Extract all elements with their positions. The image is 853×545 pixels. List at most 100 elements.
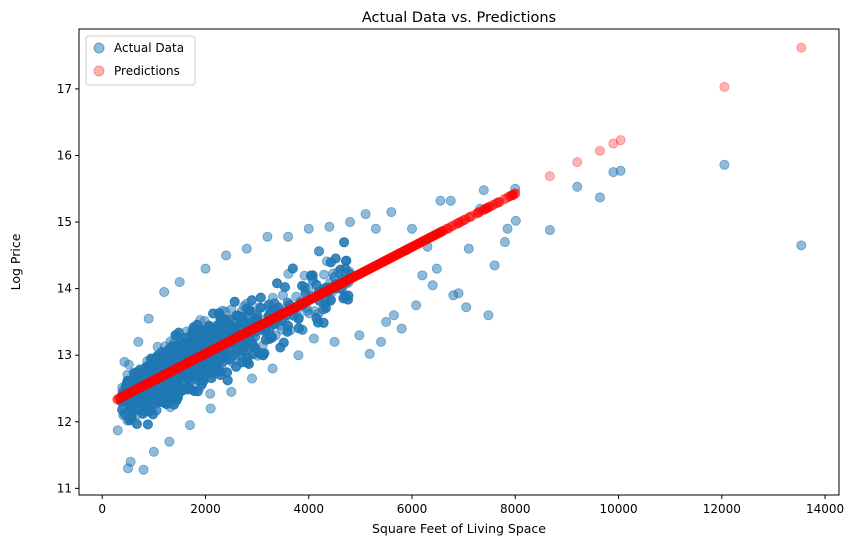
x-tick-label: 14000 <box>806 502 844 516</box>
actual-data-point <box>262 231 273 242</box>
legend-marker-predictions <box>93 65 105 77</box>
actual-data-point <box>431 263 442 274</box>
actual-data-point <box>124 383 135 394</box>
prediction-point <box>615 135 626 146</box>
predictions-series <box>112 42 807 405</box>
actual-data-point <box>320 303 331 314</box>
actual-data-point <box>489 260 500 271</box>
actual-data-point <box>231 343 242 354</box>
actual-data-point <box>173 362 184 373</box>
actual-data-point <box>238 316 249 327</box>
actual-data-point <box>190 339 201 350</box>
prediction-point <box>131 384 142 395</box>
actual-data-point <box>119 356 130 367</box>
actual-data-point <box>210 323 221 334</box>
prediction-point <box>142 378 153 389</box>
actual-data-point <box>335 264 346 275</box>
actual-data-point <box>173 327 184 338</box>
actual-data-point <box>796 240 807 251</box>
actual-data-point <box>212 337 223 348</box>
actual-data-point <box>215 369 226 380</box>
actual-data-point <box>228 322 239 333</box>
legend-marker-actual <box>93 42 105 54</box>
actual-data-point <box>185 420 196 431</box>
actual-data-point <box>205 388 216 399</box>
actual-data-point <box>293 323 304 334</box>
actual-data-point <box>142 419 153 430</box>
actual-data-point <box>287 263 298 274</box>
actual-data-point <box>303 223 314 234</box>
actual-data-point <box>205 403 216 414</box>
prediction-point <box>138 380 149 391</box>
actual-data-point <box>435 195 446 206</box>
prediction-point <box>132 383 143 394</box>
actual-data-point <box>210 357 221 368</box>
actual-data-point <box>319 269 330 280</box>
actual-data-point <box>297 280 308 291</box>
prediction-point <box>143 378 154 389</box>
actual-data-point <box>608 167 619 178</box>
actual-data-point <box>401 245 412 256</box>
actual-data-point <box>381 316 392 327</box>
actual-data-series <box>112 159 807 475</box>
prediction-point <box>130 385 141 396</box>
actual-data-point <box>159 378 170 389</box>
prediction-point <box>136 381 147 392</box>
actual-data-point <box>307 270 318 281</box>
prediction-point <box>137 381 148 392</box>
actual-data-point <box>329 336 340 347</box>
y-axis-label: Log Price <box>8 233 23 290</box>
prediction-point <box>130 384 141 395</box>
prediction-point <box>123 388 134 399</box>
actual-data-point <box>318 317 329 328</box>
x-tick-label: 8000 <box>500 502 531 516</box>
x-tick-label: 10000 <box>599 502 637 516</box>
actual-data-point <box>499 237 510 248</box>
prediction-point <box>119 390 130 401</box>
prediction-point <box>796 42 807 53</box>
actual-data-point <box>279 282 290 293</box>
prediction-point <box>719 81 730 92</box>
x-tick-label: 0 <box>98 502 106 516</box>
prediction-point <box>114 392 125 403</box>
actual-data-point <box>594 192 605 203</box>
actual-data-point <box>170 392 181 403</box>
prediction-point <box>453 218 464 229</box>
actual-data-point <box>138 464 149 475</box>
actual-data-point <box>246 373 257 384</box>
chart-title: Actual Data vs. Predictions <box>362 10 556 26</box>
plot-area <box>112 42 807 475</box>
prediction-point <box>544 171 555 182</box>
actual-data-point <box>313 246 324 257</box>
prediction-point <box>118 391 129 402</box>
actual-data-point <box>544 225 555 236</box>
actual-data-point <box>478 185 489 196</box>
actual-data-point <box>269 318 280 329</box>
prediction-point <box>115 392 126 403</box>
actual-data-point <box>221 250 232 261</box>
actual-data-point <box>186 329 197 340</box>
actual-data-point <box>247 337 258 348</box>
actual-data-point <box>159 286 170 297</box>
actual-data-point <box>149 353 160 364</box>
actual-data-point <box>267 363 278 374</box>
actual-data-point <box>463 243 474 254</box>
actual-data-point <box>148 446 159 457</box>
legend-label-predictions: Predictions <box>114 64 180 78</box>
actual-data-point <box>388 310 399 321</box>
actual-data-point <box>324 221 335 232</box>
actual-data-point <box>197 352 208 363</box>
prediction-point <box>135 382 146 393</box>
actual-data-point <box>119 408 130 419</box>
prediction-point <box>507 190 518 201</box>
actual-data-point <box>217 346 228 357</box>
prediction-point <box>129 385 140 396</box>
prediction-point <box>135 382 146 393</box>
x-tick-label: 6000 <box>397 502 428 516</box>
prediction-point <box>594 145 605 156</box>
x-tick-label: 12000 <box>703 502 741 516</box>
actual-data-point <box>325 294 336 305</box>
actual-data-point <box>207 348 218 359</box>
actual-data-point <box>124 398 135 409</box>
actual-data-point <box>265 307 276 318</box>
